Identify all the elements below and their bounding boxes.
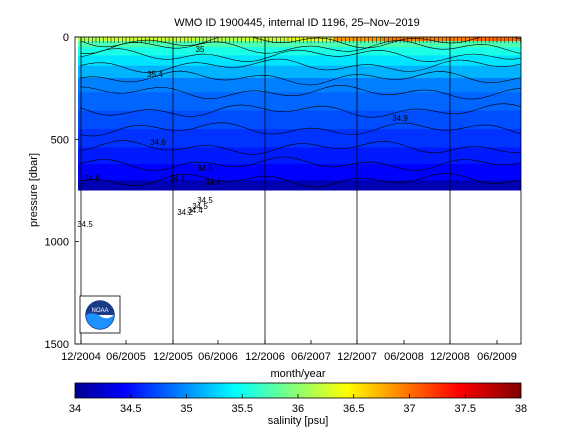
no-data-area xyxy=(75,190,521,344)
y-axis-label: pressure [dbar] xyxy=(28,153,40,227)
isohaline-line xyxy=(80,84,521,100)
colorbar-tick-label: 36 xyxy=(292,403,304,415)
colorbar-tick-label: 35 xyxy=(180,403,192,415)
year-lines xyxy=(80,37,451,344)
isohaline-line xyxy=(80,70,521,86)
colorbar-tick-label: 34.5 xyxy=(120,403,141,415)
salinity-bands xyxy=(75,37,521,344)
x-tick-label: 12/2007 xyxy=(337,351,377,363)
isohaline-line xyxy=(80,48,521,63)
x-tick-label: 12/2008 xyxy=(430,351,470,363)
contour-label: 34.4 xyxy=(205,178,221,187)
x-tick-label: 12/2005 xyxy=(153,351,193,363)
noaa-logo: NOAA xyxy=(79,295,121,334)
x-tick-label: 12/2004 xyxy=(61,351,101,363)
colorbar-tick-label: 37.5 xyxy=(455,403,476,415)
isohaline-line xyxy=(80,103,521,118)
chart-title: WMO ID 1900445, internal ID 1196, 25–Nov… xyxy=(174,17,420,29)
isohaline-line xyxy=(80,140,521,155)
surface-salinity-cell xyxy=(75,37,104,42)
salinity-band xyxy=(75,37,521,48)
contour-label: 34.9 xyxy=(392,114,408,123)
isohaline-line xyxy=(80,173,521,188)
contour-label: 34.5 xyxy=(197,196,213,205)
contour-label: 34.6 xyxy=(84,174,100,183)
y-tick-label: 0 xyxy=(63,32,69,44)
x-tick-label: 06/2006 xyxy=(198,351,238,363)
colorbar-tick-label: 36.5 xyxy=(343,403,364,415)
x-tick-label: 06/2005 xyxy=(106,351,146,363)
contour-label: 34.5 xyxy=(77,220,93,229)
contour-label: 34.2 xyxy=(177,208,193,217)
y-axis-ticks: 0 500 1000 1500 xyxy=(45,32,79,351)
x-tick-label: 12/2006 xyxy=(245,351,285,363)
isohaline-line xyxy=(80,156,521,171)
colorbar-tick-label: 35.5 xyxy=(232,403,253,415)
contour-label: 35 xyxy=(196,45,205,54)
x-tick-label: 06/2008 xyxy=(384,351,424,363)
contour-label: 35.4 xyxy=(147,70,163,79)
x-axis-label: month/year xyxy=(270,368,325,380)
plot-frame xyxy=(74,36,522,345)
colorbar-label: salinity [psu] xyxy=(268,415,329,427)
y-tick-label: 1000 xyxy=(45,237,69,249)
colorbar-ticks: 34 34.5 35 35.5 36 36.5 37 37.5 38 xyxy=(69,394,527,415)
isohaline-line xyxy=(80,40,521,54)
contour-label: 34.5 xyxy=(192,202,208,211)
contour-label: 34.4 xyxy=(187,206,203,215)
noaa-logo-text: NOAA xyxy=(91,308,108,314)
isohaline-contours xyxy=(80,37,521,188)
contour-label: 34.6 xyxy=(150,138,166,147)
x-tick-label: 06/2009 xyxy=(477,351,517,363)
colorbar-tick-label: 34 xyxy=(69,403,81,415)
y-tick-label: 1500 xyxy=(45,339,69,351)
no-data-edge xyxy=(75,37,78,344)
contour-label: 34.4 xyxy=(169,174,185,183)
y-tick-label: 500 xyxy=(51,134,69,146)
colorbar-tick-label: 38 xyxy=(515,403,527,415)
x-tick-label: 06/2007 xyxy=(291,351,331,363)
isohaline-line xyxy=(80,122,521,137)
contour-label: 34.5 xyxy=(197,164,213,173)
no-data-mask xyxy=(75,37,521,344)
x-axis-ticks: 12/2004 06/2005 12/2005 06/2006 12/2006 06/20… xyxy=(61,340,517,363)
colorbar-tick-label: 37 xyxy=(403,403,415,415)
isohaline-line xyxy=(80,58,521,73)
